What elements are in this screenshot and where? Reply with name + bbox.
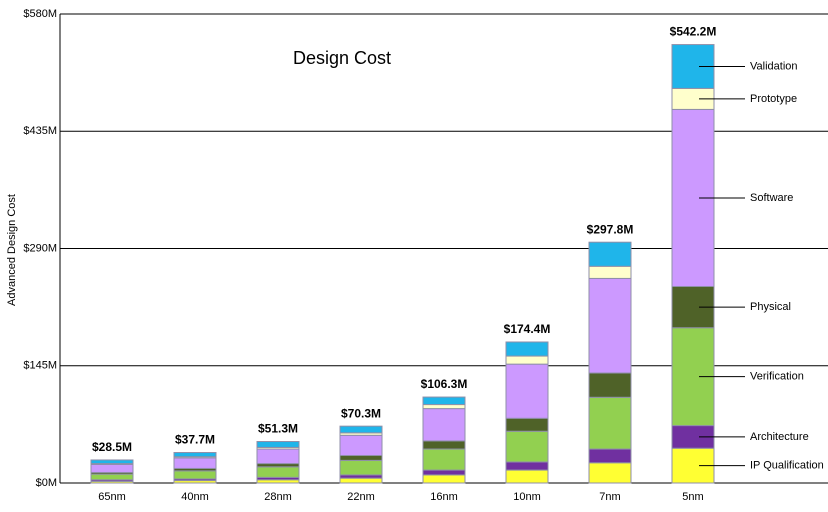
bar-segment	[588, 265, 632, 279]
bar-segment	[422, 408, 466, 442]
bar-segment	[588, 396, 632, 450]
bar-segment	[173, 452, 217, 458]
legend-label: Validation	[750, 60, 798, 72]
bar-segment	[339, 455, 383, 461]
bar-segment	[505, 461, 549, 471]
x-tick-label: 40nm	[181, 491, 209, 503]
legend-label: IP Qualification	[750, 460, 824, 472]
total-label: $174.4M	[504, 322, 551, 336]
legend-label: Verification	[750, 371, 804, 383]
bar-segment	[505, 430, 549, 463]
bar-segment	[588, 241, 632, 267]
bar-segment	[90, 473, 134, 481]
y-tick-label: $435M	[23, 125, 57, 137]
x-tick-label: 28nm	[264, 491, 292, 503]
bar-segment	[256, 441, 300, 448]
bar-segment	[505, 417, 549, 432]
bar-segment	[505, 363, 549, 419]
y-tick-label: $0M	[36, 477, 57, 489]
y-axis-label: Advanced Design Cost	[6, 194, 18, 306]
bar-segment	[505, 469, 549, 484]
x-tick-label: 7nm	[599, 491, 620, 503]
x-tick-label: 10nm	[513, 491, 541, 503]
y-tick-label: $145M	[23, 360, 57, 372]
bar-segment	[256, 448, 300, 465]
y-tick-label: $580M	[23, 8, 57, 20]
bar-segment	[422, 448, 466, 471]
total-label: $28.5M	[92, 440, 132, 454]
bar-segment	[339, 477, 383, 484]
total-label: $37.7M	[175, 433, 215, 447]
bar-segment	[256, 466, 300, 478]
bar-segment	[422, 440, 466, 450]
bar-segment	[422, 404, 466, 410]
bar-segment	[505, 355, 549, 365]
x-tick-label: 22nm	[347, 491, 375, 503]
bar-segment	[173, 457, 217, 469]
total-label: $542.2M	[670, 25, 717, 39]
bar-segment	[90, 459, 134, 465]
legend-label: Prototype	[750, 93, 797, 105]
legend-label: Physical	[750, 301, 791, 313]
y-tick-label: $290M	[23, 242, 57, 254]
bar-segment	[588, 372, 632, 398]
legend-label: Software	[750, 192, 793, 204]
bar-segment	[422, 469, 466, 476]
bar-segment	[505, 341, 549, 357]
bar-segment	[339, 425, 383, 434]
total-label: $70.3M	[341, 406, 381, 420]
bar-segment	[173, 470, 217, 480]
x-tick-label: 5nm	[682, 491, 703, 503]
total-label: $297.8M	[587, 222, 634, 236]
bar-segment	[588, 277, 632, 374]
chart-title: Design Cost	[293, 48, 391, 68]
bar-segment	[422, 474, 466, 484]
bar-segment	[588, 462, 632, 484]
x-tick-label: 16nm	[430, 491, 458, 503]
total-label: $51.3M	[258, 422, 298, 436]
bar-segment	[588, 448, 632, 464]
legend-label: Architecture	[750, 431, 809, 443]
bar-segment	[422, 396, 466, 406]
bar-segment	[671, 447, 715, 484]
x-tick-label: 65nm	[98, 491, 126, 503]
total-label: $106.3M	[421, 377, 468, 391]
bar-segment	[90, 463, 134, 473]
bar-segment	[339, 434, 383, 457]
bar-segment	[339, 459, 383, 476]
